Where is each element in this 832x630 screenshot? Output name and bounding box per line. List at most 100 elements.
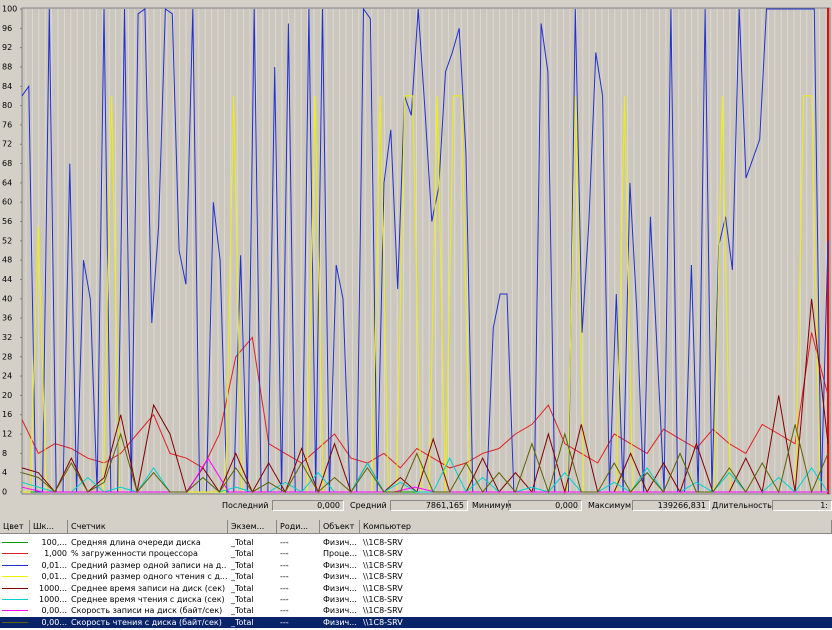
stat-value: 1: — [772, 500, 832, 511]
cell: _Total — [231, 583, 254, 593]
color-swatch — [2, 576, 28, 578]
y-tick-label: 28 — [2, 352, 12, 361]
y-tick-label: 32 — [2, 333, 12, 342]
y-tick-label: 100 — [2, 5, 17, 14]
column-header[interactable]: Компьютер — [360, 520, 832, 534]
color-swatch — [2, 564, 28, 566]
column-header[interactable]: Шк... — [30, 520, 68, 534]
column-header[interactable]: Цвет — [0, 520, 30, 534]
series-line — [21, 424, 829, 494]
cell: Скорость записи на диск (байт/сек) — [71, 606, 223, 616]
series-line — [21, 457, 828, 493]
y-tick-label: 80 — [2, 101, 12, 110]
y-tick-label: 72 — [2, 140, 12, 149]
cell: _Total — [231, 595, 254, 604]
chart: 0481216202428323640444852566064687276808… — [2, 5, 831, 497]
color-swatch — [2, 610, 28, 612]
cell: \\1C8-SRV — [363, 572, 403, 582]
stat-label: Максимум — [588, 501, 632, 510]
cell: _Total — [231, 617, 254, 627]
y-tick-label: 92 — [2, 43, 12, 52]
counter-row[interactable]: 0,01... Средний размер одного чтения с д.… — [0, 571, 832, 582]
column-header[interactable]: Экзем... — [228, 520, 277, 534]
stat-value: 139266,831 — [632, 500, 710, 511]
stat-label: Средний — [350, 501, 387, 510]
counter-row[interactable]: 1,000 % загруженности процессора _Total ---… — [0, 548, 832, 559]
cell: Среднее время чтения с диска (сек) — [71, 595, 225, 604]
cell: --- — [280, 617, 289, 627]
cell: 1000... — [39, 583, 67, 593]
cell: _Total — [231, 538, 254, 547]
y-tick-label: 16 — [2, 410, 12, 419]
cell: --- — [280, 538, 289, 547]
counter-row[interactable]: 0,01... Средний размер одной записи на д.… — [0, 560, 832, 571]
cell: Скорость чтения с диска (байт/сек) — [71, 617, 222, 627]
cell: --- — [280, 606, 289, 616]
cell: Проце... — [323, 549, 357, 559]
cell: 0,00... — [41, 617, 67, 627]
cell: \\1C8-SRV — [363, 549, 403, 559]
cell: \\1C8-SRV — [363, 583, 403, 593]
column-header[interactable]: Объект — [320, 520, 360, 534]
stat-value: 0,000 — [508, 500, 582, 511]
color-swatch — [2, 599, 28, 600]
y-tick-label: 52 — [2, 236, 12, 245]
cell: Физич... — [323, 595, 357, 604]
stats-bar: Последний 0,000 Средний 7861,165 Минимум 0,00… — [0, 499, 832, 515]
series-line — [21, 7, 829, 493]
column-header[interactable]: Счетчик — [68, 520, 228, 534]
cell: \\1C8-SRV — [363, 560, 403, 570]
counter-row[interactable]: 1000... Среднее время записи на диск (сек… — [0, 583, 832, 594]
y-tick-label: 68 — [2, 159, 12, 168]
cell: 100,... — [41, 538, 67, 547]
y-tick-label: 88 — [2, 62, 12, 71]
cell: Физич... — [323, 606, 357, 616]
color-swatch — [2, 621, 28, 623]
y-tick-label: 12 — [2, 430, 12, 439]
stat-label: Минимум — [472, 501, 512, 510]
column-header[interactable]: Роди... — [277, 520, 320, 534]
cell: _Total — [231, 560, 254, 570]
y-tick-label: 96 — [2, 24, 12, 33]
cell: --- — [280, 583, 289, 593]
cell: _Total — [231, 572, 254, 582]
stat-label: Длительность — [712, 501, 772, 510]
y-tick-label: 64 — [2, 178, 12, 187]
y-tick-label: 20 — [2, 391, 12, 400]
y-tick-label: 24 — [2, 372, 12, 381]
color-swatch — [2, 542, 28, 543]
cell: Физич... — [323, 617, 357, 627]
cell: 1000... — [39, 595, 67, 604]
counter-row[interactable]: 0,00... Скорость чтения с диска (байт/сек… — [0, 616, 832, 629]
counter-row[interactable]: 100,... Средняя длина очереди диска _Total… — [0, 537, 832, 548]
series-line — [21, 298, 829, 494]
cell: Среднее время записи на диск (сек) — [71, 583, 226, 593]
y-tick-label: 40 — [2, 294, 12, 303]
counter-row[interactable]: 1000... Среднее время чтения с диска (сек… — [0, 594, 832, 605]
cell: --- — [280, 572, 289, 582]
stat-value: 0,000 — [272, 500, 344, 511]
cell: Физич... — [323, 538, 357, 547]
y-tick-label: 0 — [2, 488, 7, 497]
cell: \\1C8-SRV — [363, 595, 403, 604]
cell: 0,01... — [41, 560, 67, 570]
y-tick-label: 76 — [2, 120, 12, 129]
series-line — [21, 332, 829, 469]
y-tick-label: 44 — [2, 275, 12, 284]
counter-table: Цвет Шк... Счетчик Экзем... Роди... Объект Ком… — [0, 520, 832, 630]
cell: Средняя длина очереди диска — [71, 538, 201, 547]
cell: Физич... — [323, 583, 357, 593]
cell: _Total — [231, 606, 254, 616]
cell: --- — [280, 549, 289, 559]
cell: --- — [280, 595, 289, 604]
y-tick-label: 60 — [2, 198, 12, 207]
y-tick-label: 48 — [2, 256, 12, 265]
cell: \\1C8-SRV — [363, 617, 403, 627]
stat-label: Последний — [222, 501, 269, 510]
cell: Физич... — [323, 560, 357, 570]
cell: Физич... — [323, 572, 357, 582]
counter-row[interactable]: 0,00... Скорость записи на диск (байт/сек… — [0, 605, 832, 616]
cell: \\1C8-SRV — [363, 538, 403, 547]
cell: 0,01... — [41, 572, 67, 582]
